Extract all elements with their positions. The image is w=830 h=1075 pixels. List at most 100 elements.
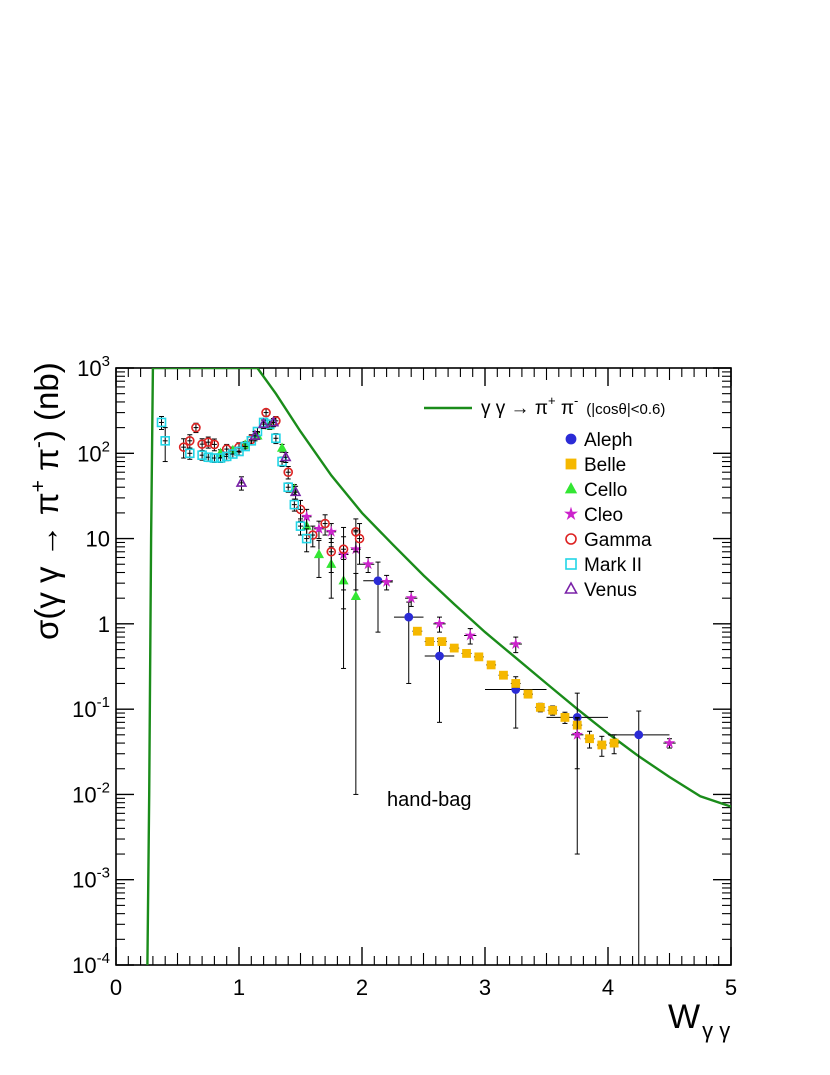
- x-ticks: 0 1 2 3 4 5: [110, 368, 737, 1000]
- x-tick-label: 0: [110, 975, 122, 1000]
- theory-curve: [146, 368, 731, 965]
- legend-marker-aleph: [565, 433, 577, 445]
- data-point-aleph: [404, 612, 414, 622]
- data-point-mark-ii: [283, 482, 294, 493]
- legend-marker-venus: [564, 581, 578, 594]
- data-point-belle: [499, 670, 508, 680]
- data-point-cleo: [300, 510, 313, 522]
- data-point-aleph: [435, 651, 444, 661]
- data-point-mark-ii: [185, 448, 195, 459]
- data-point-venus: [249, 429, 261, 440]
- series-venus: [235, 415, 302, 500]
- data-point-mark-ii: [160, 436, 170, 446]
- y-tick-exponent: -4: [97, 950, 110, 967]
- x-tick-label: 3: [479, 975, 491, 1000]
- y-tick-base: 10: [77, 441, 101, 466]
- y-tick-label: 103: [77, 353, 110, 381]
- data-point-belle: [511, 679, 521, 688]
- legend-marker-gamma: [565, 533, 577, 545]
- data-point-cleo: [663, 737, 676, 749]
- legend-marker-mark-ii: [565, 558, 577, 570]
- data-point-belle: [597, 740, 607, 750]
- data-point-gamma: [185, 436, 195, 446]
- legend-marker-belle: [565, 458, 577, 470]
- data-point-gamma: [338, 544, 349, 555]
- annotation-label: hand-bag: [387, 789, 472, 811]
- data-point-mark-ii: [289, 499, 300, 510]
- y-axis-title: σ(γ γ → π+ π-) (nb): [27, 362, 65, 640]
- data-point-gamma: [178, 442, 189, 452]
- legend-label-mark-ii: Mark II: [584, 555, 642, 576]
- legend-label-venus: Venus: [584, 580, 637, 601]
- data-point-gamma: [354, 533, 365, 544]
- data-point-cleo: [380, 575, 393, 587]
- series-mark-ii: [156, 415, 312, 553]
- data-point-aleph: [373, 576, 383, 586]
- legend-label-gamma: Gamma: [584, 530, 652, 551]
- legend-label-cleo: Cleo: [584, 505, 623, 526]
- data-point-mark-ii: [221, 451, 232, 462]
- x-axis-title: Wγ γ: [668, 998, 730, 1043]
- data-point-venus: [267, 415, 280, 427]
- data-point-cleo: [362, 558, 374, 570]
- data-point-venus: [257, 417, 270, 429]
- data-point-belle: [449, 643, 459, 653]
- data-point-belle: [560, 713, 570, 722]
- legend: γ γ → π+ π-(|cosθ|<0.6) Aleph Belle Cello C…: [424, 393, 665, 601]
- data-point-venus: [235, 476, 248, 487]
- y-tick-exponent: -3: [97, 865, 110, 882]
- data-point-mark-ii: [203, 452, 214, 462]
- data-point-mark-ii: [240, 441, 250, 452]
- x-tick-label: 2: [356, 975, 368, 1000]
- data-point-belle: [437, 637, 447, 646]
- data-point-aleph: [634, 730, 644, 740]
- legend-label-cello: Cello: [584, 480, 627, 501]
- data-point-belle: [535, 702, 545, 712]
- y-tick-label: 10-2: [72, 779, 110, 807]
- data-point-cello: [313, 548, 325, 559]
- data-point-gamma: [283, 467, 294, 478]
- y-tick-base: 10: [72, 782, 96, 807]
- data-point-gamma: [191, 422, 201, 433]
- data-point-venus: [289, 485, 302, 497]
- data-point-belle: [585, 734, 594, 744]
- data-point-belle: [486, 660, 496, 670]
- data-point-mark-ii: [215, 453, 226, 463]
- data-point-mark-ii: [295, 521, 306, 531]
- legend-curve-label: γ γ → π+ π-(|cosθ|<0.6): [481, 393, 665, 419]
- data-point-mark-ii: [156, 417, 167, 428]
- data-point-cleo: [433, 617, 446, 629]
- data-point-gamma: [203, 437, 214, 447]
- y-tick-exponent: 2: [102, 438, 110, 455]
- legend-label-aleph: Aleph: [584, 430, 633, 451]
- legend-marker-cleo: [564, 506, 578, 520]
- data-point-mark-ii: [234, 446, 244, 457]
- data-point-gamma: [261, 407, 271, 418]
- x-tick-label: 4: [602, 975, 614, 1000]
- y-tick-label: 10-4: [72, 950, 110, 978]
- legend-label-belle: Belle: [584, 455, 626, 476]
- data-point-cleo: [405, 592, 418, 604]
- y-tick-base: 10: [72, 953, 96, 978]
- data-point-cleo: [325, 525, 338, 537]
- data-point-gamma: [209, 439, 220, 450]
- y-tick-label: 10-3: [72, 865, 110, 893]
- data-point-belle: [523, 689, 533, 699]
- data-point-gamma: [197, 439, 207, 449]
- data-point-cleo: [464, 629, 477, 641]
- y-tick-exponent: -2: [97, 779, 110, 796]
- y-tick-base: 10: [72, 697, 96, 722]
- y-tick-label: 102: [77, 438, 110, 466]
- x-tick-label: 5: [725, 975, 737, 1000]
- data-point-mark-ii: [301, 533, 312, 544]
- data-point-mark-ii: [197, 450, 207, 460]
- legend-entries: Aleph Belle Cello Cleo Gamma Mark II Venus: [564, 430, 652, 601]
- y-tick-label: 1: [98, 612, 110, 637]
- data-point-cleo: [509, 637, 522, 649]
- y-tick-exponent: -1: [97, 694, 110, 711]
- data-point-belle: [425, 637, 435, 646]
- data-point-mark-ii: [228, 449, 238, 459]
- y-tick-base: 10: [72, 868, 96, 893]
